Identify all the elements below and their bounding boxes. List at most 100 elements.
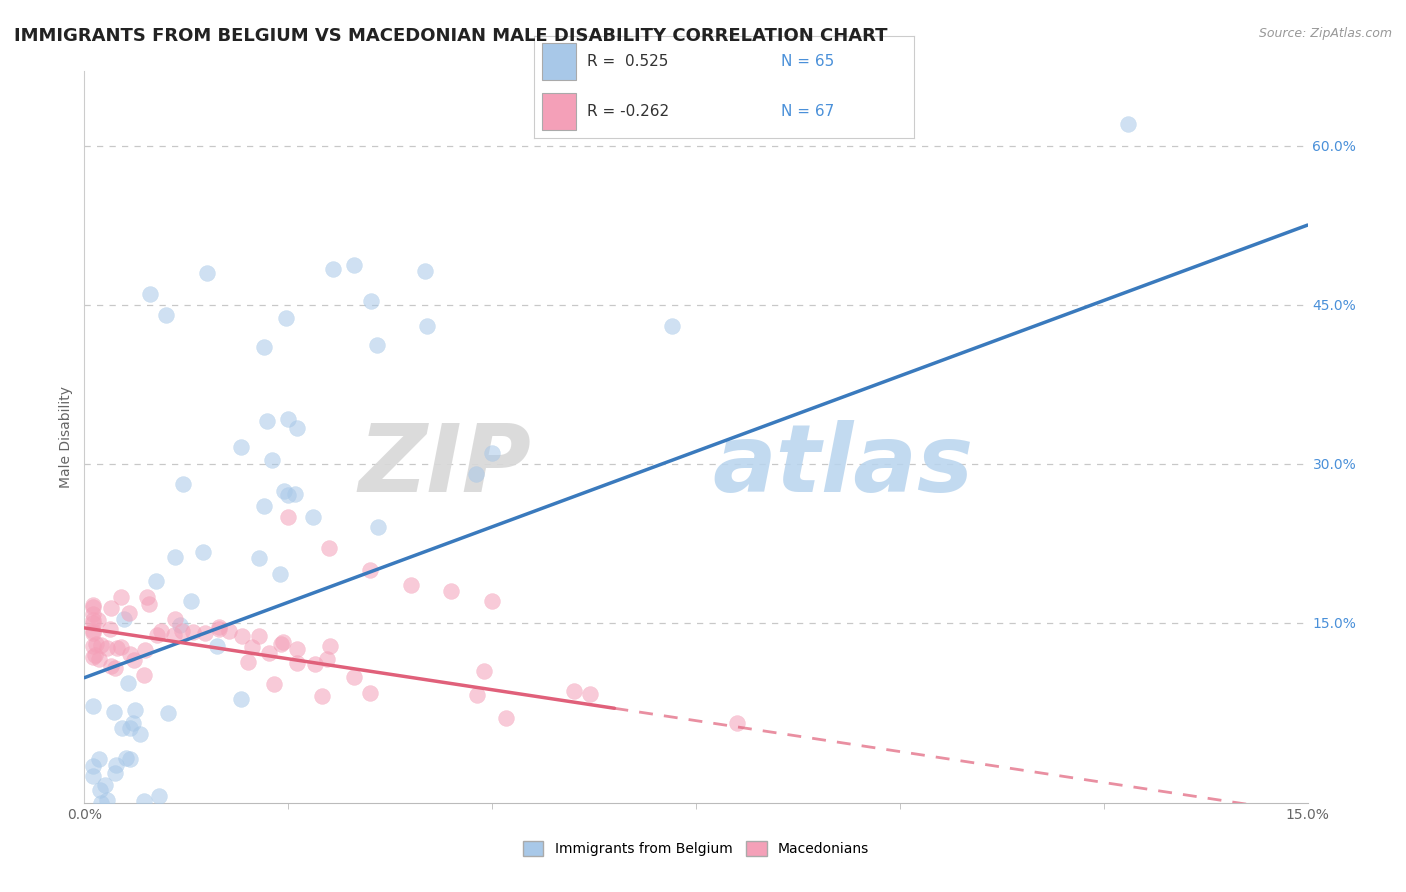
Point xyxy=(318,541,340,556)
Point xyxy=(169,617,191,632)
Point xyxy=(134,794,156,808)
Point xyxy=(83,648,105,662)
Point xyxy=(82,607,104,621)
Point xyxy=(359,563,381,577)
Point xyxy=(360,293,382,308)
Point xyxy=(110,590,132,604)
Point xyxy=(157,706,180,720)
Point xyxy=(301,509,323,524)
Point xyxy=(218,624,240,638)
Point xyxy=(276,311,298,326)
Point xyxy=(112,612,135,626)
Text: R =  0.525: R = 0.525 xyxy=(588,54,669,69)
Point xyxy=(163,549,186,564)
Point xyxy=(82,626,104,640)
Point xyxy=(1116,117,1139,131)
Point xyxy=(194,626,217,640)
Point xyxy=(97,817,120,831)
Point xyxy=(399,578,422,592)
Point xyxy=(440,583,463,598)
Point xyxy=(277,509,299,524)
Point xyxy=(238,655,260,669)
Point xyxy=(180,594,202,608)
Point xyxy=(114,751,136,765)
Point xyxy=(725,716,748,731)
Point xyxy=(83,806,105,821)
Point xyxy=(413,264,436,278)
Point xyxy=(284,487,307,501)
Point xyxy=(208,622,231,636)
Point xyxy=(247,551,270,566)
Point xyxy=(94,778,117,792)
Point xyxy=(82,624,104,638)
Point xyxy=(89,752,111,766)
Point xyxy=(495,711,517,725)
Point xyxy=(191,545,214,559)
Point xyxy=(170,624,193,638)
Point xyxy=(82,639,104,653)
Point xyxy=(105,640,128,655)
Point xyxy=(87,652,110,666)
Point xyxy=(256,414,278,428)
Point xyxy=(128,727,150,741)
Point xyxy=(367,520,389,534)
Bar xyxy=(541,43,576,79)
Point xyxy=(165,612,187,626)
Point xyxy=(270,637,292,651)
Point xyxy=(285,657,308,671)
Text: N = 67: N = 67 xyxy=(782,104,834,120)
Text: IMMIGRANTS FROM BELGIUM VS MACEDONIAN MALE DISABILITY CORRELATION CHART: IMMIGRANTS FROM BELGIUM VS MACEDONIAN MA… xyxy=(14,27,887,45)
Point xyxy=(82,599,104,614)
Point xyxy=(162,628,184,642)
Point xyxy=(481,446,503,460)
Point xyxy=(82,699,104,714)
Point xyxy=(155,308,177,322)
Point xyxy=(366,338,388,352)
Point xyxy=(322,262,344,277)
Point xyxy=(247,629,270,643)
Point xyxy=(82,759,104,773)
Point xyxy=(90,638,112,652)
Point xyxy=(86,613,108,627)
Point xyxy=(117,606,139,620)
Point xyxy=(121,715,143,730)
Point xyxy=(229,440,252,454)
Point xyxy=(125,805,148,820)
Point xyxy=(304,657,326,672)
Point xyxy=(416,318,439,333)
Point xyxy=(118,721,141,735)
Point xyxy=(103,705,125,719)
Point xyxy=(150,624,173,639)
Point xyxy=(104,661,127,675)
Point xyxy=(90,796,112,810)
Point xyxy=(82,598,104,612)
Point xyxy=(579,687,602,701)
Point xyxy=(89,783,111,797)
Point xyxy=(311,689,333,703)
Point xyxy=(277,412,299,426)
Point xyxy=(124,653,146,667)
Point xyxy=(316,652,339,666)
Point xyxy=(562,684,585,698)
Point xyxy=(263,677,285,691)
Point xyxy=(181,624,204,639)
Y-axis label: Male Disability: Male Disability xyxy=(59,386,73,488)
Point xyxy=(82,769,104,783)
Point xyxy=(231,692,253,706)
Point xyxy=(319,639,342,653)
Point xyxy=(472,664,495,678)
Point xyxy=(82,615,104,630)
Point xyxy=(253,499,276,513)
Point xyxy=(269,567,291,582)
Point xyxy=(359,686,381,700)
Point xyxy=(273,483,295,498)
Point xyxy=(242,640,264,655)
Point xyxy=(82,817,104,831)
Point xyxy=(100,601,122,615)
Point xyxy=(481,594,503,608)
Point xyxy=(208,620,231,634)
Point xyxy=(100,659,122,673)
Point xyxy=(118,751,141,765)
Point xyxy=(104,766,127,780)
Text: N = 65: N = 65 xyxy=(782,54,834,69)
